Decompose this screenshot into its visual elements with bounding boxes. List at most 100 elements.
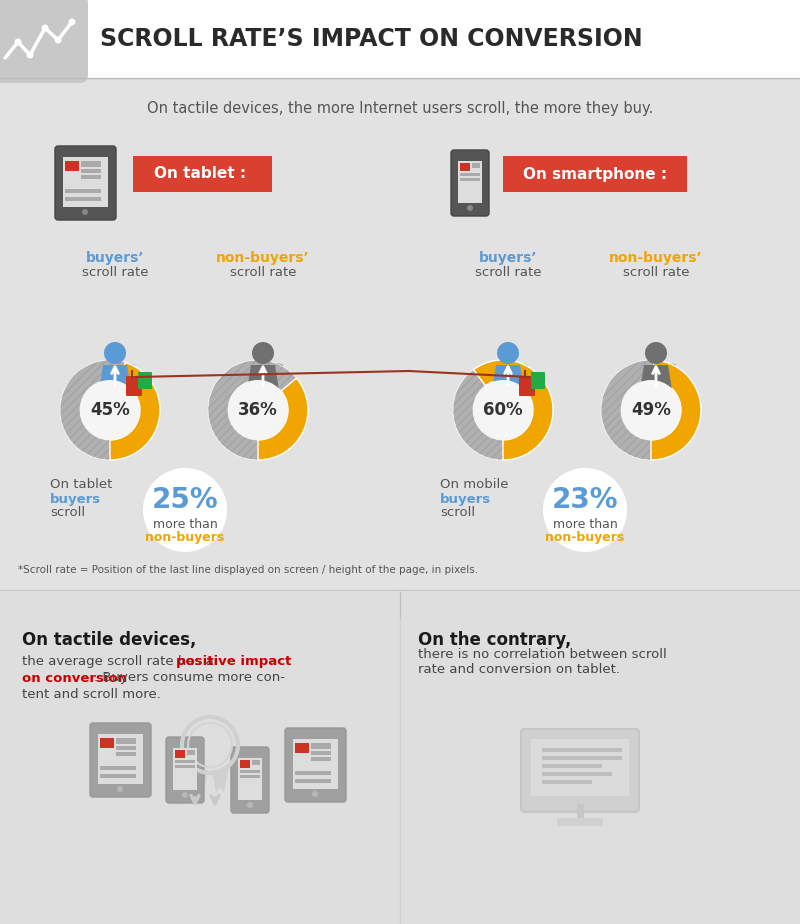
FancyBboxPatch shape xyxy=(531,372,545,389)
FancyBboxPatch shape xyxy=(542,772,612,776)
FancyBboxPatch shape xyxy=(488,372,528,379)
Wedge shape xyxy=(651,360,701,460)
FancyBboxPatch shape xyxy=(133,156,272,192)
Wedge shape xyxy=(453,360,553,460)
Ellipse shape xyxy=(95,376,135,382)
Text: non-buyers: non-buyers xyxy=(146,530,225,543)
FancyBboxPatch shape xyxy=(95,365,135,372)
Ellipse shape xyxy=(488,376,528,382)
Text: tent and scroll more.: tent and scroll more. xyxy=(22,687,161,700)
FancyBboxPatch shape xyxy=(531,739,629,796)
FancyBboxPatch shape xyxy=(65,197,101,201)
Ellipse shape xyxy=(243,383,283,388)
FancyBboxPatch shape xyxy=(243,365,283,372)
Circle shape xyxy=(621,380,681,440)
Circle shape xyxy=(473,380,533,440)
FancyBboxPatch shape xyxy=(400,592,800,924)
FancyBboxPatch shape xyxy=(100,738,114,748)
FancyBboxPatch shape xyxy=(116,752,136,756)
FancyBboxPatch shape xyxy=(63,157,108,207)
FancyBboxPatch shape xyxy=(238,758,262,800)
Text: 36%: 36% xyxy=(238,401,278,419)
FancyBboxPatch shape xyxy=(65,161,79,171)
FancyBboxPatch shape xyxy=(81,161,101,167)
Text: on conversion: on conversion xyxy=(22,672,127,685)
FancyBboxPatch shape xyxy=(542,748,622,752)
FancyBboxPatch shape xyxy=(295,743,309,753)
Circle shape xyxy=(104,342,126,364)
Ellipse shape xyxy=(243,383,283,388)
FancyBboxPatch shape xyxy=(240,775,260,778)
Ellipse shape xyxy=(243,376,283,382)
Ellipse shape xyxy=(636,376,676,382)
FancyBboxPatch shape xyxy=(311,743,331,749)
FancyBboxPatch shape xyxy=(55,146,116,220)
FancyBboxPatch shape xyxy=(295,771,331,775)
FancyBboxPatch shape xyxy=(285,728,346,802)
Text: scroll: scroll xyxy=(50,506,85,519)
Ellipse shape xyxy=(636,383,676,388)
Text: 49%: 49% xyxy=(631,401,671,419)
FancyBboxPatch shape xyxy=(90,723,151,797)
FancyBboxPatch shape xyxy=(166,737,204,803)
FancyBboxPatch shape xyxy=(460,173,480,176)
FancyBboxPatch shape xyxy=(95,386,135,393)
FancyBboxPatch shape xyxy=(187,750,195,755)
Ellipse shape xyxy=(488,383,528,388)
FancyBboxPatch shape xyxy=(175,765,195,768)
FancyBboxPatch shape xyxy=(95,372,135,379)
Wedge shape xyxy=(60,360,160,460)
FancyBboxPatch shape xyxy=(451,150,489,216)
Text: scroll rate: scroll rate xyxy=(82,265,148,278)
Text: On smartphone :: On smartphone : xyxy=(523,166,667,181)
Text: scroll rate: scroll rate xyxy=(230,265,296,278)
Wedge shape xyxy=(474,360,553,460)
Text: On tactile devices, the more Internet users scroll, the more they buy.: On tactile devices, the more Internet us… xyxy=(147,101,653,116)
Text: buyers: buyers xyxy=(440,492,491,505)
Text: buyers’: buyers’ xyxy=(86,251,144,265)
Text: 45%: 45% xyxy=(90,401,130,419)
Ellipse shape xyxy=(488,391,528,395)
Ellipse shape xyxy=(488,362,528,368)
Circle shape xyxy=(54,37,62,43)
Text: positive impact: positive impact xyxy=(177,655,292,668)
FancyBboxPatch shape xyxy=(636,372,676,379)
Circle shape xyxy=(497,342,519,364)
Polygon shape xyxy=(640,365,672,390)
FancyBboxPatch shape xyxy=(100,774,136,778)
Ellipse shape xyxy=(95,376,135,382)
Ellipse shape xyxy=(636,362,676,368)
FancyBboxPatch shape xyxy=(521,729,639,812)
FancyBboxPatch shape xyxy=(243,379,283,386)
FancyBboxPatch shape xyxy=(240,760,250,768)
Polygon shape xyxy=(99,365,131,390)
Text: non-buyers’: non-buyers’ xyxy=(609,251,703,265)
Circle shape xyxy=(14,39,22,45)
FancyBboxPatch shape xyxy=(100,766,136,770)
FancyBboxPatch shape xyxy=(116,738,136,744)
FancyBboxPatch shape xyxy=(460,163,470,171)
FancyBboxPatch shape xyxy=(636,365,676,372)
FancyBboxPatch shape xyxy=(0,592,400,924)
Text: there is no correlation between scroll
rate and conversion on tablet.: there is no correlation between scroll r… xyxy=(418,648,666,676)
Circle shape xyxy=(80,380,140,440)
Wedge shape xyxy=(258,378,308,460)
Text: On tactile devices,: On tactile devices, xyxy=(22,631,196,649)
Ellipse shape xyxy=(95,362,135,368)
Circle shape xyxy=(26,52,34,58)
Circle shape xyxy=(117,786,123,792)
FancyBboxPatch shape xyxy=(458,161,482,203)
FancyBboxPatch shape xyxy=(240,770,260,773)
FancyBboxPatch shape xyxy=(116,746,136,750)
Circle shape xyxy=(143,468,227,552)
Circle shape xyxy=(543,468,627,552)
Ellipse shape xyxy=(636,391,676,395)
FancyBboxPatch shape xyxy=(542,780,592,784)
Text: scroll: scroll xyxy=(440,506,475,519)
Circle shape xyxy=(182,792,188,798)
Text: 23%: 23% xyxy=(552,486,618,514)
FancyBboxPatch shape xyxy=(295,779,331,783)
FancyBboxPatch shape xyxy=(488,365,528,372)
Circle shape xyxy=(467,205,473,211)
FancyBboxPatch shape xyxy=(311,751,331,755)
